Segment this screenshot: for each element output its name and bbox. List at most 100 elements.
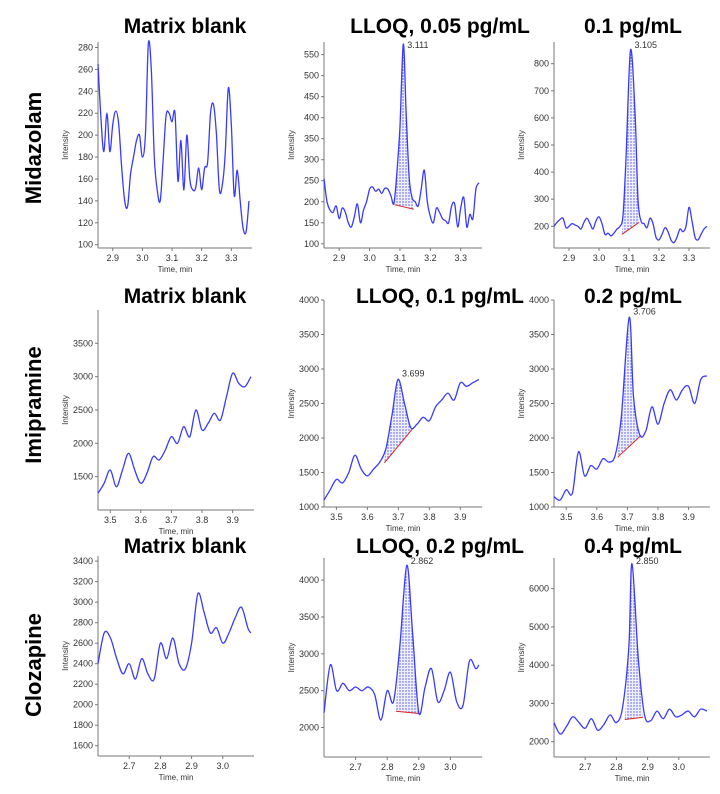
y-tick-label: 2000 [529, 433, 549, 443]
row-label-clozapine: Clozapine [21, 613, 46, 717]
row-label-imipramine: Imipramine [21, 346, 46, 463]
y-tick-label: 150 [304, 218, 319, 228]
y-axis-label: Intensity [61, 641, 70, 671]
panel-r1-c1: 1000 1500 2000 2500 3000 3500 4000 3.5 3.6 3.7 3.8… [287, 295, 482, 533]
x-tick-label: 2.7 [123, 761, 136, 771]
x-tick-label: 3.0 [593, 253, 606, 263]
y-tick-label: 280 [78, 42, 93, 52]
y-tick-label: 3000 [73, 372, 93, 382]
y-axis-label: Intensity [61, 395, 70, 425]
chromatogram-trace [97, 592, 252, 682]
peak-baseline [384, 428, 413, 464]
x-axis-label: Time, min [159, 773, 194, 782]
y-tick-label: 1500 [529, 468, 549, 478]
y-tick-label: 180 [78, 152, 93, 162]
x-tick-label: 3.8 [423, 512, 436, 522]
y-tick-label: 200 [78, 130, 93, 140]
y-tick-label: 5000 [529, 622, 549, 632]
col-title-r1-c1: LLOQ, 0.1 pg/mL [356, 285, 524, 308]
y-tick-label: 100 [78, 240, 93, 250]
y-tick-label: 1000 [529, 502, 549, 512]
panel-r0-c2: 200 300 400 500 600 700 800 2.9 3.0 3.1 3.2 3.3 Time… [517, 40, 710, 274]
y-tick-label: 800 [534, 59, 549, 69]
chromatogram-trace [97, 40, 250, 235]
y-tick-label: 600 [534, 113, 549, 123]
x-tick-label: 3.2 [195, 253, 208, 263]
y-tick-label: 2000 [299, 723, 319, 733]
x-tick-label: 3.7 [621, 512, 634, 522]
x-tick-label: 3.7 [165, 515, 178, 525]
y-tick-label: 2600 [73, 638, 93, 648]
x-tick-label: 3.3 [454, 253, 467, 263]
x-tick-label: 3.0 [673, 762, 686, 772]
x-tick-label: 2.9 [185, 761, 198, 771]
chromatogram-trace [553, 563, 708, 735]
peak-baseline [624, 716, 643, 720]
y-tick-label: 260 [78, 64, 93, 74]
x-tick-label: 3.0 [136, 253, 149, 263]
x-tick-label: 3.2 [424, 253, 437, 263]
y-tick-label: 2000 [299, 433, 319, 443]
y-tick-label: 3500 [299, 330, 319, 340]
x-tick-label: 3.3 [225, 253, 238, 263]
x-axis-label: Time, min [386, 774, 421, 783]
x-tick-label: 2.8 [610, 762, 623, 772]
y-tick-label: 2000 [529, 737, 549, 747]
y-tick-label: 120 [78, 218, 93, 228]
y-tick-label: 2200 [73, 679, 93, 689]
peak-label: 3.699 [402, 368, 425, 378]
y-tick-label: 3200 [73, 577, 93, 587]
x-tick-label: 2.9 [413, 762, 426, 772]
y-axis-label: Intensity [517, 389, 526, 419]
y-tick-label: 700 [534, 86, 549, 96]
y-tick-label: 2500 [73, 405, 93, 415]
x-tick-label: 2.7 [579, 762, 592, 772]
y-tick-label: 250 [304, 176, 319, 186]
col-title-r0-c2: 0.1 pg/mL [584, 15, 682, 38]
y-tick-label: 2000 [73, 700, 93, 710]
panel-r0-c1: 100 150 200 250 300 350 400 450 500 550 2.9 3.0 3.1 3… [287, 40, 482, 274]
y-tick-label: 450 [304, 92, 319, 102]
x-tick-label: 3.1 [623, 253, 636, 263]
y-tick-label: 2800 [73, 618, 93, 628]
peak-baseline [621, 221, 640, 235]
x-tick-label: 3.6 [591, 512, 604, 522]
chromatogram-trace [553, 316, 708, 501]
peak-area [621, 49, 640, 235]
x-axis-label: Time, min [615, 524, 650, 533]
y-tick-label: 2000 [73, 438, 93, 448]
peak-baseline [617, 434, 642, 458]
x-tick-label: 3.0 [363, 253, 376, 263]
y-tick-label: 3500 [299, 612, 319, 622]
x-axis-label: Time, min [159, 527, 194, 536]
col-title-r2-c0: Matrix blank [124, 535, 247, 558]
y-tick-label: 350 [304, 134, 319, 144]
chromatogram-trace [553, 48, 708, 244]
x-tick-label: 2.9 [333, 253, 346, 263]
col-title-r1-c0: Matrix blank [124, 285, 247, 308]
chromatogram-trace [97, 372, 252, 494]
x-tick-label: 3.7 [392, 512, 405, 522]
panel-r2-c1: 2000 2500 3000 3500 4000 2.7 2.8 2.9 3.0 Time, mi… [287, 556, 482, 783]
panel-r1-c2: 1000 1500 2000 2500 3000 3500 4000 3.5 3.6 3.7 3.8… [517, 295, 710, 533]
y-axis-label: Intensity [517, 643, 526, 673]
panel-r2-c2: 2000 3000 4000 5000 6000 2.7 2.8 2.9 3.0 Time, mi… [517, 556, 710, 783]
x-tick-label: 3.6 [361, 512, 374, 522]
x-tick-label: 2.7 [349, 762, 362, 772]
y-tick-label: 550 [304, 50, 319, 60]
x-axis-label: Time, min [158, 265, 193, 274]
peak-area [624, 563, 643, 720]
panel-r0-c0: 100 120 140 160 180 200 220 240 260 280 2.9 3.0 3.1 3… [61, 40, 252, 274]
x-tick-label: 3.9 [682, 512, 695, 522]
y-tick-label: 1600 [73, 741, 93, 751]
peak-baseline [395, 710, 419, 715]
y-tick-label: 4000 [299, 575, 319, 585]
y-tick-label: 3000 [529, 364, 549, 374]
y-tick-label: 100 [304, 239, 319, 249]
y-tick-label: 2500 [299, 399, 319, 409]
y-tick-label: 160 [78, 174, 93, 184]
x-tick-label: 3.5 [104, 515, 117, 525]
peak-label: 2.862 [411, 556, 434, 566]
x-tick-label: 2.8 [154, 761, 167, 771]
chromatogram-trace [323, 43, 480, 228]
